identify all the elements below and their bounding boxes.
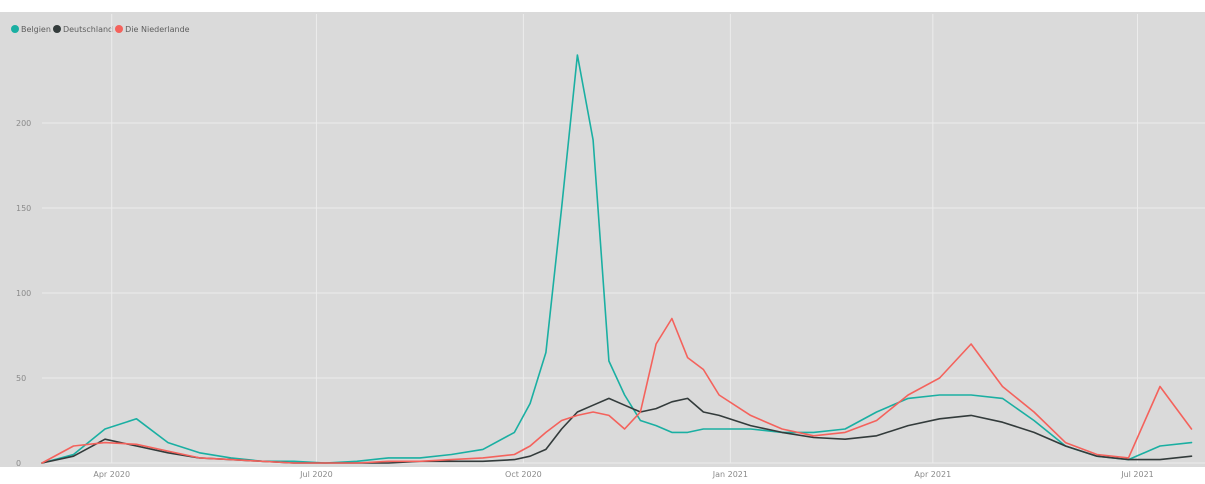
- y-tick-label: 100: [16, 289, 31, 298]
- x-tick-label: Jan 2021: [712, 470, 748, 479]
- legend: Belgien Deutschland Die Niederlande: [11, 22, 192, 36]
- legend-item-niederlande[interactable]: Die Niederlande: [115, 24, 190, 34]
- x-tick-label: Oct 2020: [505, 470, 542, 479]
- plot-area: [0, 12, 1205, 467]
- series-line-deutschland: [41, 397, 1193, 464]
- legend-item-deutschland[interactable]: Deutschland: [52, 24, 114, 34]
- y-tick-label: 0: [16, 459, 21, 468]
- series-line-die-niederlande: [41, 317, 1193, 464]
- legend-marker-belgien: [11, 25, 19, 33]
- legend-marker-niederlande: [115, 25, 124, 33]
- x-tick-label: Apr 2020: [93, 470, 130, 479]
- legend-marker-deutschland: [52, 25, 61, 33]
- x-tick-label: Apr 2021: [914, 470, 951, 479]
- legend-label-deutschland: Deutschland: [62, 24, 114, 34]
- x-tick-label: Jul 2021: [1120, 470, 1154, 479]
- y-tick-label: 200: [16, 119, 31, 128]
- legend-item-belgien[interactable]: Belgien: [11, 25, 51, 34]
- y-tick-label: 50: [16, 374, 26, 383]
- legend-label-niederlande: Die Niederlande: [125, 24, 190, 34]
- legend-label-belgien: Belgien: [21, 24, 51, 34]
- x-tick-label: Jul 2020: [299, 470, 333, 479]
- y-tick-label: 150: [16, 204, 31, 213]
